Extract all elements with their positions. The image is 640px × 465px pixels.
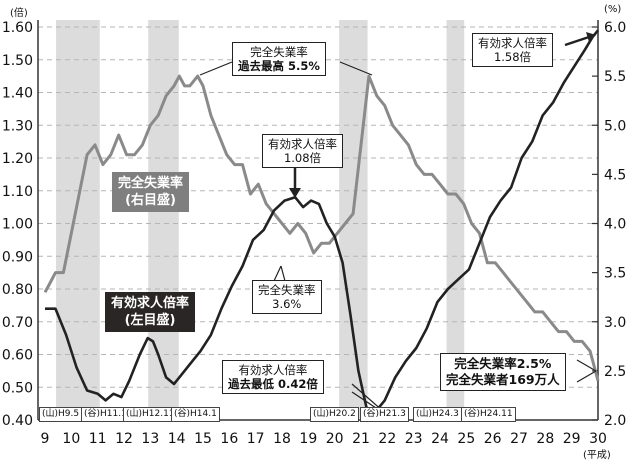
- right-axis-tick: 3.0: [604, 315, 626, 331]
- left-axis-tick: 0.80: [2, 282, 33, 298]
- x-axis-tick: 20: [326, 431, 344, 447]
- right-axis-tick: 6.0: [604, 20, 626, 36]
- left-axis-tick: 1.20: [2, 151, 33, 167]
- callout-text: 有効求人倍率: [478, 36, 547, 50]
- x-axis-tick: 23: [405, 431, 423, 447]
- callout-text: 有効求人倍率: [238, 363, 308, 377]
- recession-shade: [339, 20, 368, 420]
- right-axis-tick: 5.0: [604, 118, 626, 134]
- right-axis-tick: 4.0: [604, 217, 626, 233]
- x-axis-tick: 30: [589, 431, 607, 447]
- period-tag: (山)H9.5: [39, 407, 83, 422]
- x-axis-tick: 27: [510, 431, 528, 447]
- x-axis-tick: 28: [536, 431, 554, 447]
- period-tag: (山)H20.2: [310, 407, 359, 422]
- legend-unemployment-label: 完全失業率: [118, 176, 184, 191]
- right-axis-tick: 2.5: [604, 364, 626, 380]
- period-tag: (谷)H14.1: [171, 407, 220, 422]
- left-axis-tick: 0.70: [2, 315, 33, 331]
- callout-unemployment-peak: 完全失業率 過去最高 5.5%: [232, 42, 326, 76]
- legend-jobs-ratio: 有効求人倍率 (左目盛): [105, 292, 196, 332]
- legend-unemployment-axis: (右目盛): [125, 193, 176, 208]
- left-axis-tick: 0.90: [2, 249, 33, 265]
- x-axis-tick: 21: [352, 431, 370, 447]
- period-tag: (谷)H21.3: [360, 407, 409, 422]
- callout-unemployment-3-6: 完全失業率 3.6%: [252, 280, 322, 314]
- recession-shade: [148, 20, 179, 420]
- callout-text: 完全失業率2.5%: [454, 356, 552, 371]
- right-axis-tick: 4.5: [604, 167, 626, 183]
- callout-text: 完全失業者169万人: [446, 372, 560, 387]
- right-axis-tick: 3.5: [604, 266, 626, 282]
- x-axis-tick: 11: [89, 431, 107, 447]
- callout-unemployment-2-5: 完全失業率2.5% 完全失業者169万人: [440, 353, 566, 391]
- callout-jobs-1-58: 有効求人倍率 1.58倍: [472, 33, 553, 67]
- legend-jobs-axis: (左目盛): [124, 313, 176, 328]
- left-axis-tick: 0.40: [2, 413, 33, 429]
- x-axis-tick: 16: [220, 431, 238, 447]
- x-axis-tick: 12: [115, 431, 133, 447]
- jobs-to-applicants-ratio-line: [45, 29, 600, 415]
- left-axis-tick: 1.60: [2, 20, 33, 36]
- left-axis-tick: 1.00: [2, 217, 33, 233]
- left-axis-unit: (倍): [10, 8, 28, 19]
- period-tag: (谷)H24.11: [461, 407, 516, 422]
- callout-text: 過去最高 5.5%: [238, 59, 320, 73]
- right-axis-unit: (%): [604, 4, 622, 15]
- x-axis-tick: 13: [141, 431, 159, 447]
- callout-jobs-1-08: 有効求人倍率 1.08倍: [262, 134, 343, 168]
- recession-shade: [446, 20, 465, 420]
- left-axis-tick: 1.30: [2, 118, 33, 134]
- callout-text: 有効求人倍率: [268, 137, 337, 151]
- callout-text: 1.08倍: [283, 151, 322, 165]
- recession-shade: [56, 20, 100, 420]
- callout-text: 1.58倍: [493, 50, 532, 64]
- axes: 0.40 0.50 0.60 0.70 0.80 0.90 1.00 1.10 1.20 1.30…: [2, 20, 626, 447]
- callout-jobs-low: 有効求人倍率 過去最低 0.42倍: [222, 360, 324, 394]
- x-axis-tick: 29: [563, 431, 581, 447]
- left-axis-tick: 0.60: [2, 348, 33, 364]
- left-axis-tick: 1.50: [2, 53, 33, 69]
- left-axis-tick: 1.40: [2, 86, 33, 102]
- x-axis-tick: 19: [299, 431, 317, 447]
- x-axis-tick: 18: [273, 431, 291, 447]
- x-axis-tick: 25: [457, 431, 475, 447]
- x-axis-tick: 14: [168, 431, 186, 447]
- right-axis-tick: 5.5: [604, 69, 626, 85]
- callout-text: 完全失業率: [250, 45, 308, 59]
- legend-jobs-label: 有効求人倍率: [111, 296, 190, 311]
- right-axis-tick: 2.0: [604, 413, 626, 429]
- x-axis-tick: 24: [431, 431, 449, 447]
- x-axis-tick: 9: [41, 431, 50, 447]
- x-axis-tick: 10: [62, 431, 80, 447]
- x-axis-tick: 15: [194, 431, 212, 447]
- left-axis-tick: 1.10: [2, 184, 33, 200]
- left-axis-tick: 0.50: [2, 380, 33, 396]
- unemployment-rate-line: [43, 74, 600, 382]
- period-tag: (山)H24.3: [413, 407, 462, 422]
- callout-text: 完全失業率: [258, 283, 316, 297]
- x-axis-unit: (平成): [583, 450, 611, 461]
- x-axis-tick: 26: [484, 431, 502, 447]
- callout-text: 3.6%: [272, 297, 302, 311]
- x-axis-tick: 17: [247, 431, 265, 447]
- callout-text: 過去最低 0.42倍: [228, 377, 318, 391]
- period-tag: (山)H12.11: [123, 407, 178, 422]
- legend-unemployment-rate: 完全失業率 (右目盛): [112, 172, 190, 212]
- x-axis-tick: 22: [378, 431, 396, 447]
